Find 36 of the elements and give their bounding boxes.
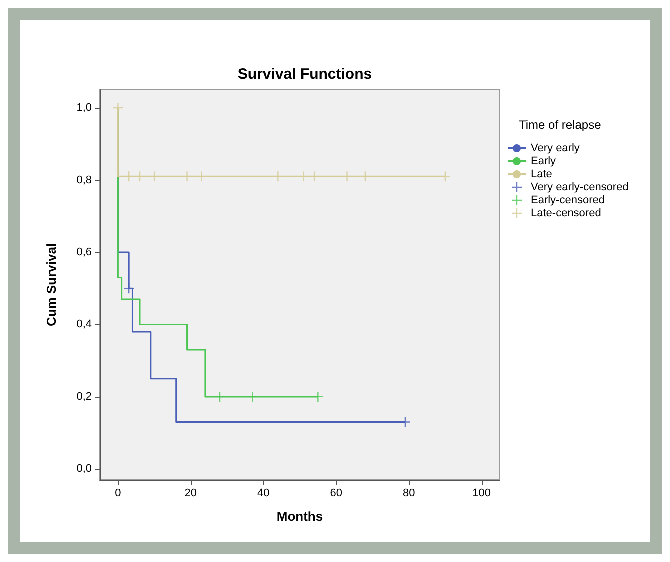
legend-label: Very early-censored [531,182,629,194]
point [196,172,207,182]
y-tick-label: 0,6 [76,246,92,258]
point [124,172,134,182]
point [313,392,324,402]
point [248,392,258,402]
point [342,172,352,182]
y-tick-label: 1,0 [76,102,92,114]
legend-label: Late-censored [531,208,602,220]
point [113,103,124,114]
point [182,172,192,182]
legend-label: Early [531,156,557,168]
y-tick-label: 0,0 [76,463,92,476]
point [298,172,309,182]
x-tick-label: 80 [402,488,416,500]
y-tick-label: 0,2 [76,390,92,403]
point [440,172,450,182]
x-tick-label: 20 [184,488,198,500]
point [360,172,370,182]
x-tick-label: 0 [115,488,122,500]
legend-label: Early-censored [531,194,605,206]
chart-title: Survival Functions [238,66,372,83]
legend-label: Very early [531,142,580,154]
point [310,172,320,182]
y-tick-label: 0,4 [76,318,92,331]
y-tick-label: 0,8 [76,174,92,186]
point [273,172,284,182]
x-axis-title: Months [276,509,324,524]
x-tick-label: 60 [330,488,342,500]
x-tick-label: 100 [472,488,491,500]
point [135,172,145,182]
legend-title: Time of relapse [519,118,602,132]
y-axis-title: Cum Survival [44,243,59,327]
legend-label: Late [531,168,552,180]
point [150,172,160,182]
x-tick-label: 40 [258,488,270,500]
